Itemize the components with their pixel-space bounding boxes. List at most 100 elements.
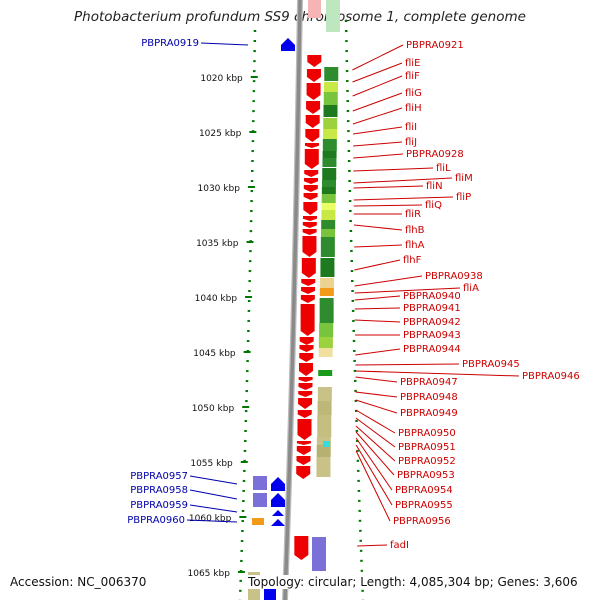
gene-label: PBPRA0947	[400, 377, 458, 388]
leader-line	[355, 370, 520, 377]
gene-arrow-forward	[304, 149, 319, 169]
gene-arrow-forward	[297, 419, 312, 440]
gene-label: fliR	[405, 209, 421, 220]
gene-arrow-forward	[302, 229, 317, 235]
gene-label: PBPRA0943	[403, 330, 461, 341]
gene-label: PBPRA0952	[398, 456, 456, 467]
gene-arrow-reverse	[271, 493, 285, 507]
cog-box	[323, 92, 338, 105]
leader-line	[355, 444, 393, 506]
cog-box	[253, 493, 267, 507]
gene-arrow-forward	[303, 193, 318, 200]
gene-label: PBPRA0954	[395, 485, 453, 496]
gene-label: PBPRA0941	[403, 303, 461, 314]
cog-box	[320, 237, 335, 257]
cog-box	[318, 337, 333, 348]
cog-box	[321, 210, 336, 220]
gene-label: PBPRA0948	[400, 392, 458, 403]
gene-label: PBPRA0951	[398, 442, 456, 453]
cog-box	[323, 82, 338, 92]
gene-label: fliN	[426, 181, 443, 192]
cog-box	[321, 220, 336, 229]
cog-box	[317, 401, 332, 415]
gene-arrow-reverse	[271, 477, 285, 491]
gene-arrow	[308, 0, 321, 18]
leader-line	[354, 259, 401, 271]
gene-label: PBPRA0942	[403, 317, 461, 328]
gene-label: PBPRA0956	[393, 516, 451, 527]
scale-tick-label: 1055 kbp	[190, 459, 233, 469]
gene-label: fliL	[436, 163, 451, 174]
scale-tick-label: 1065 kbp	[188, 569, 231, 579]
gene-arrow-forward	[304, 143, 319, 148]
gene-label: PBPRA0940	[403, 291, 461, 302]
gene-arrow-forward	[298, 383, 313, 390]
cog-box	[319, 288, 334, 296]
leader-line	[357, 544, 388, 547]
gene-arrow-forward	[306, 83, 321, 100]
leader-line	[355, 391, 398, 398]
cog-box	[322, 168, 337, 180]
leader-line	[200, 42, 249, 46]
cog-box	[323, 105, 338, 117]
gene-label: fliJ	[405, 137, 417, 148]
gene-label: fliF	[405, 71, 420, 82]
leader-line	[355, 348, 401, 356]
gene-label: fliP	[456, 192, 471, 203]
gene-label: PBPRA0950	[398, 428, 456, 439]
gene-arrow-forward	[302, 222, 317, 228]
leader-line	[355, 450, 391, 522]
gene-arrow-forward	[296, 456, 311, 465]
gene-label: PBPRA0958	[130, 485, 188, 496]
leader-line	[353, 153, 404, 159]
leader-line	[353, 177, 453, 184]
gene-label: fliA	[463, 283, 479, 294]
leader-line	[355, 399, 398, 414]
gene-label: fliM	[455, 173, 473, 184]
gene-label: fliG	[405, 88, 422, 99]
gene-label: fliI	[405, 122, 417, 133]
gene-label: fadI	[390, 540, 409, 551]
leader-line	[189, 504, 238, 513]
leader-line	[354, 319, 401, 323]
gene-label: fliH	[405, 103, 422, 114]
cog-box	[319, 298, 334, 323]
gene-label: flhF	[403, 255, 422, 266]
cog-box	[322, 158, 337, 167]
gene-arrow-forward	[304, 178, 319, 184]
gene-arrow-reverse	[281, 38, 295, 51]
cog-box	[320, 278, 335, 288]
gene-arrow-forward	[301, 287, 316, 294]
cog-box	[317, 415, 332, 437]
gene-arrow-forward	[296, 446, 311, 455]
gene-label: PBPRA0921	[406, 40, 464, 51]
gene-arrow-forward	[298, 391, 313, 397]
gene-arrow-forward	[302, 236, 317, 257]
cog-box	[321, 187, 336, 194]
leader-line	[354, 287, 461, 294]
cog-box	[319, 323, 334, 337]
leader-line	[355, 409, 396, 434]
leader-line	[353, 196, 454, 201]
gene-arrow-forward	[297, 410, 312, 418]
leader-line	[352, 92, 403, 112]
gene-label: PBPRA0959	[130, 500, 188, 511]
gene-label: PBPRA0957	[130, 471, 188, 482]
gene-label: PBPRA0949	[400, 408, 458, 419]
leader-line	[189, 489, 238, 500]
leader-line	[355, 431, 395, 476]
cog-box	[322, 151, 337, 158]
scale-tick-label: 1035 kbp	[196, 239, 239, 249]
scale-tick-label: 1030 kbp	[198, 184, 241, 194]
gene-arrow-forward	[296, 441, 311, 445]
leader-line	[353, 185, 424, 189]
gene-arrow-forward	[298, 398, 313, 409]
cog-box	[316, 445, 331, 457]
gene-arrow-forward	[294, 536, 309, 560]
gene-label: PBPRA0955	[395, 500, 453, 511]
leader-line	[355, 437, 393, 491]
gene-label: PBPRA0953	[397, 470, 455, 481]
gene-label: flhB	[405, 225, 425, 236]
cog-box	[324, 67, 339, 81]
